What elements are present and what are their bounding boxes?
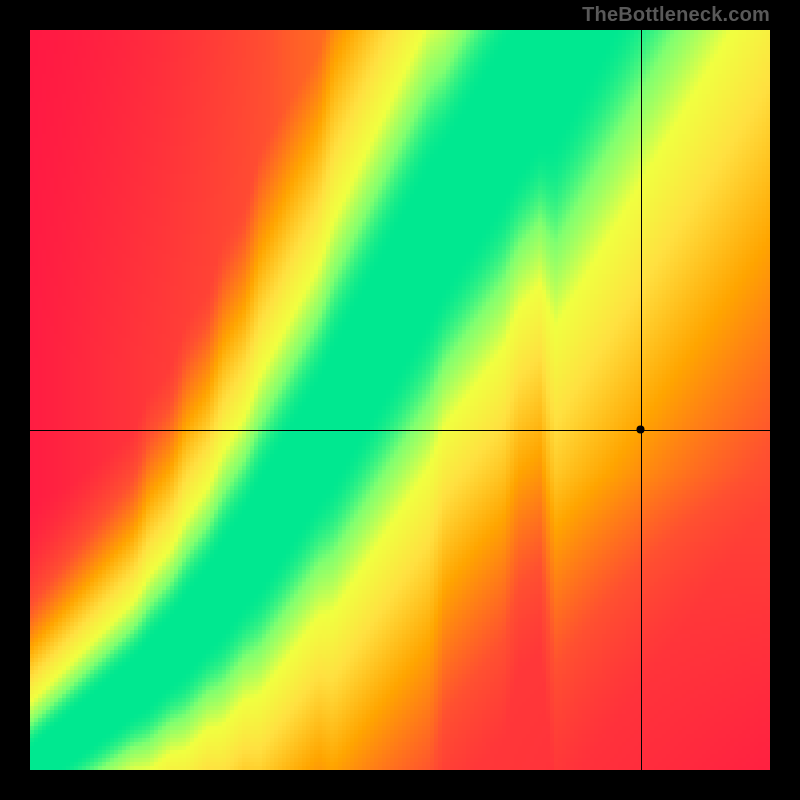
- crosshair-overlay: [30, 30, 770, 770]
- chart-container: TheBottleneck.com: [0, 0, 800, 800]
- attribution-label: TheBottleneck.com: [582, 4, 770, 27]
